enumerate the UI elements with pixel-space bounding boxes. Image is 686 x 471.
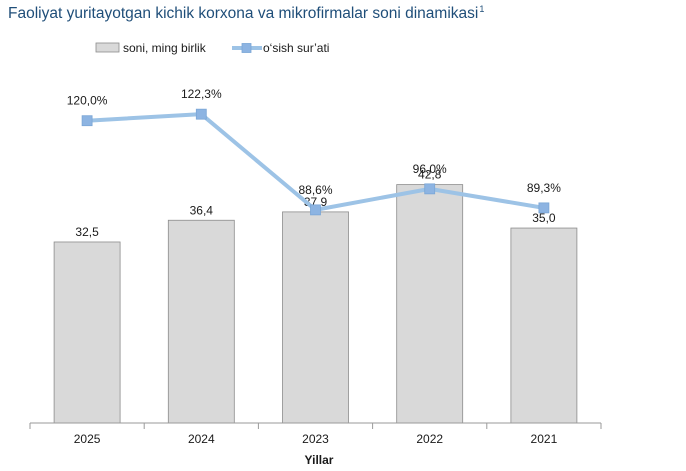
legend-bar-swatch <box>95 42 120 53</box>
x-tick-label: 2024 <box>188 432 215 446</box>
line-value-label: 96,0% <box>413 162 447 176</box>
bar-2025 <box>53 241 121 424</box>
legend-line-label: o‘sish sur’ati <box>263 41 329 55</box>
x-tick-label: 2025 <box>74 432 101 446</box>
bar-series: 32,536,437,942,835,0 <box>53 168 578 424</box>
title-footnote: 1 <box>479 4 485 14</box>
bar-value-label: 42,8 <box>418 168 442 182</box>
bar-value-label: 32,5 <box>75 225 99 239</box>
line-marker <box>81 115 93 127</box>
bar-2022 <box>396 184 464 424</box>
legend-line-marker <box>241 43 252 53</box>
line-value-label: 120,0% <box>67 94 108 108</box>
chart-title: Faoliyat yuritayotgan kichik korxona va … <box>8 4 484 23</box>
bar-value-label: 36,4 <box>190 203 214 217</box>
bar-value-label: 35,0 <box>532 211 556 225</box>
x-tick-label: 2021 <box>531 432 558 446</box>
x-axis: 2025 2024 2023 2022 2021 <box>29 422 602 446</box>
line-marker <box>538 202 550 214</box>
line-series: 120,0% 122,3% 88,6% 96,0% 89,3% <box>67 87 561 216</box>
line-value-label: 88,6% <box>298 183 332 197</box>
line-marker <box>310 204 321 216</box>
x-tick-label: 2023 <box>302 432 329 446</box>
bar-2023 <box>282 211 349 424</box>
x-tick-label: 2022 <box>416 432 443 446</box>
bar-2021 <box>510 227 578 424</box>
legend-bar-label: soni, ming birlik <box>123 41 207 55</box>
x-axis-title: Yillar <box>305 453 334 467</box>
line-marker <box>195 108 207 120</box>
line-value-label: 122,3% <box>181 87 222 101</box>
bar-2024 <box>167 219 235 424</box>
line-marker <box>424 183 436 195</box>
line-value-label: 89,3% <box>527 181 561 195</box>
chart-legend: soni, ming birlik o‘sish sur’ati <box>95 41 329 55</box>
chart-title-text: Faoliyat yuritayotgan kichik korxona va … <box>8 5 479 23</box>
